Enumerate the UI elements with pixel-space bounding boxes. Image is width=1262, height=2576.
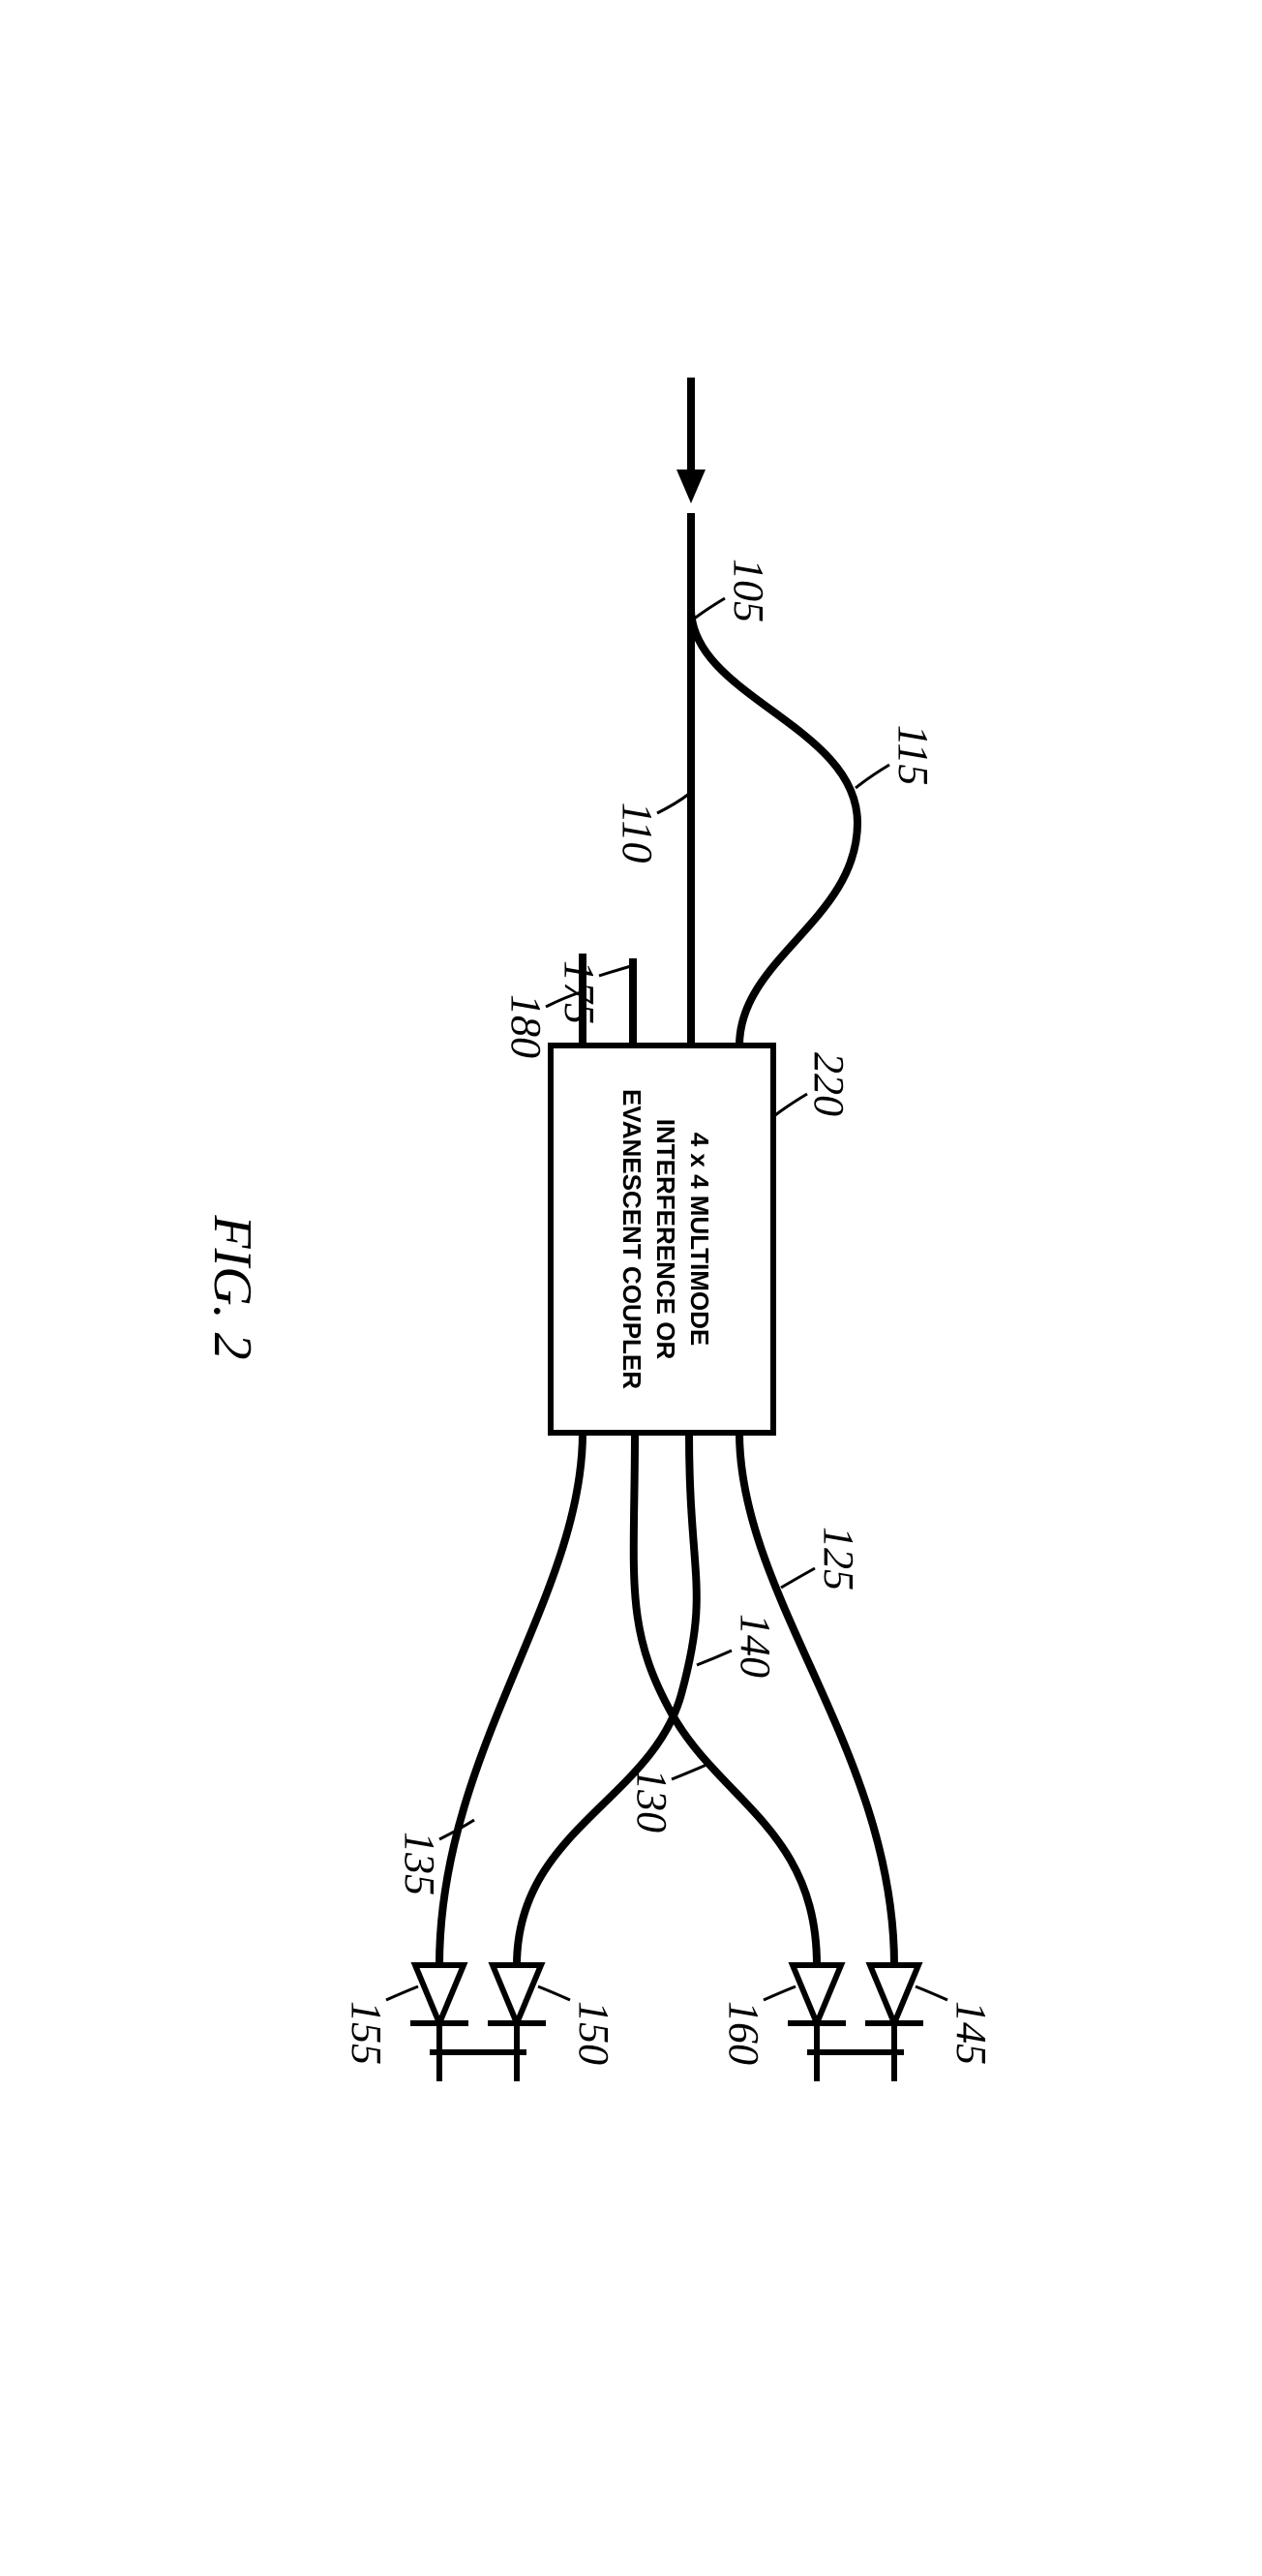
leader-130 (672, 1765, 706, 1779)
output-wg-135 (439, 1433, 583, 1965)
figure-container: { "figure": { "caption": "FIG. 2", "capt… (0, 0, 1262, 2576)
coupler-label-line1: 4 x 4 MULTIMODE (685, 1133, 714, 1347)
ref-175: 175 (556, 960, 603, 1024)
ref-180: 180 (502, 994, 550, 1058)
diode-155 (410, 1965, 468, 2081)
diode-150 (488, 1965, 546, 2081)
ref-130: 130 (628, 1769, 676, 1833)
ref-115: 115 (889, 725, 937, 786)
leader-220 (775, 1094, 807, 1115)
ref-110: 110 (614, 803, 661, 864)
output-wg-140 (517, 1433, 697, 1965)
leader-150 (538, 1986, 570, 2000)
ref-150: 150 (570, 2001, 617, 2065)
ref-160: 160 (720, 2001, 767, 2065)
diode-145 (865, 1965, 923, 2081)
ref-155: 155 (343, 2001, 390, 2065)
ref-135: 135 (396, 1832, 443, 1895)
figure-caption: FIG. 2 (202, 1214, 262, 1359)
input-arrow (676, 378, 706, 503)
diode-160 (788, 1965, 846, 2081)
ref-140: 140 (732, 1614, 779, 1678)
output-wg-125 (739, 1433, 894, 1965)
leader-155 (386, 1986, 418, 2000)
leader-160 (764, 1986, 796, 2000)
diagram-svg: 4 x 4 MULTIMODE INTERFERENCE OR EVANESCE… (0, 0, 1262, 2576)
ref-145: 145 (947, 2001, 995, 2065)
leader-105 (693, 598, 725, 620)
input-branch-115 (691, 610, 857, 1046)
coupler-label-line2: INTERFERENCE OR (651, 1119, 680, 1360)
ref-125: 125 (815, 1527, 862, 1591)
leader-145 (916, 1986, 947, 2000)
leader-140 (697, 1651, 732, 1665)
coupler-label-line3: EVANESCENT COUPLER (617, 1089, 646, 1389)
output-wg-130 (634, 1433, 817, 1965)
ref-105: 105 (725, 559, 772, 622)
leader-125 (781, 1568, 815, 1588)
leader-115 (856, 765, 889, 788)
ref-220: 220 (805, 1052, 853, 1116)
